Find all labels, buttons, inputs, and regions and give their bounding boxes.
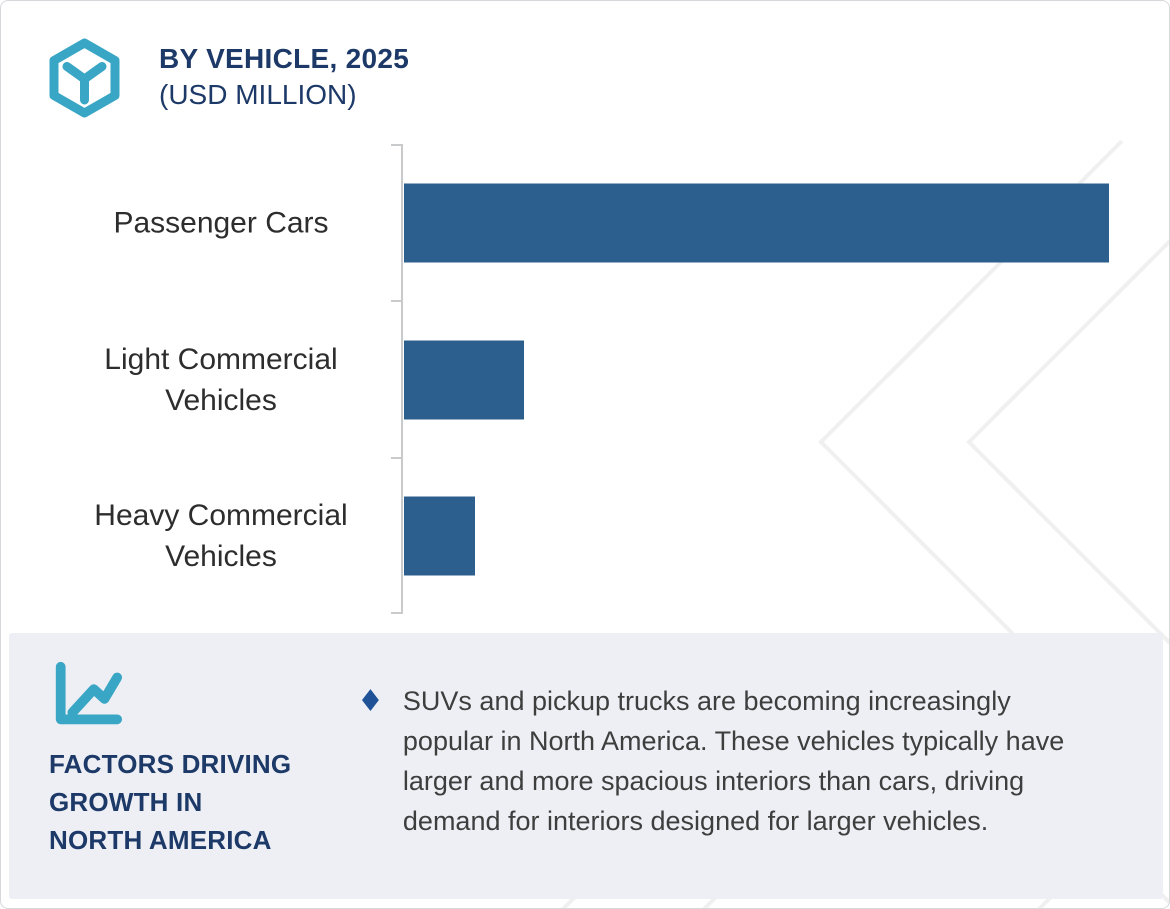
bar-light-commercial-vehicles [404,340,524,419]
chart-unit-subtitle: (USD MILLION) [159,79,357,110]
category-label: Passenger Cars [113,206,329,239]
axis-tick [391,612,401,614]
line-chart-icon [55,661,123,725]
chart-title: BY VEHICLE, 2025 [159,43,410,74]
horizontal-bar-chart: Passenger Cars Light Commercial Vehicles H… [1,144,1169,614]
chart-row: Passenger Cars [1,144,1169,301]
factors-panel: FACTORS DRIVING GROWTH IN NORTH AMERICA … [9,633,1163,899]
chart-row: Light Commercial Vehicles [1,301,1169,458]
bullet-item: ♦ SUVs and pickup trucks are becoming in… [357,681,1137,841]
panel-heading: FACTORS DRIVING GROWTH IN NORTH AMERICA [49,749,292,855]
chart-row: Heavy Commercial Vehicles [1,457,1169,614]
axis-tick [391,300,401,302]
category-axis-line [401,144,403,614]
axis-tick [391,144,401,146]
bar-passenger-cars [404,183,1109,262]
diamond-bullet-icon: ♦ [357,684,384,719]
bar-heavy-commercial-vehicles [404,496,475,575]
category-label: Heavy Commercial Vehicles [94,498,348,573]
bullet-text: SUVs and pickup trucks are becoming incr… [402,686,1065,836]
header: BY VEHICLE, 2025 (USD MILLION) [46,38,409,118]
hexagon-cube-icon [49,38,120,118]
chart-title-block: BY VEHICLE, 2025 (USD MILLION) [159,38,409,113]
axis-tick [391,457,401,459]
category-label: Light Commercial Vehicles [104,342,338,417]
